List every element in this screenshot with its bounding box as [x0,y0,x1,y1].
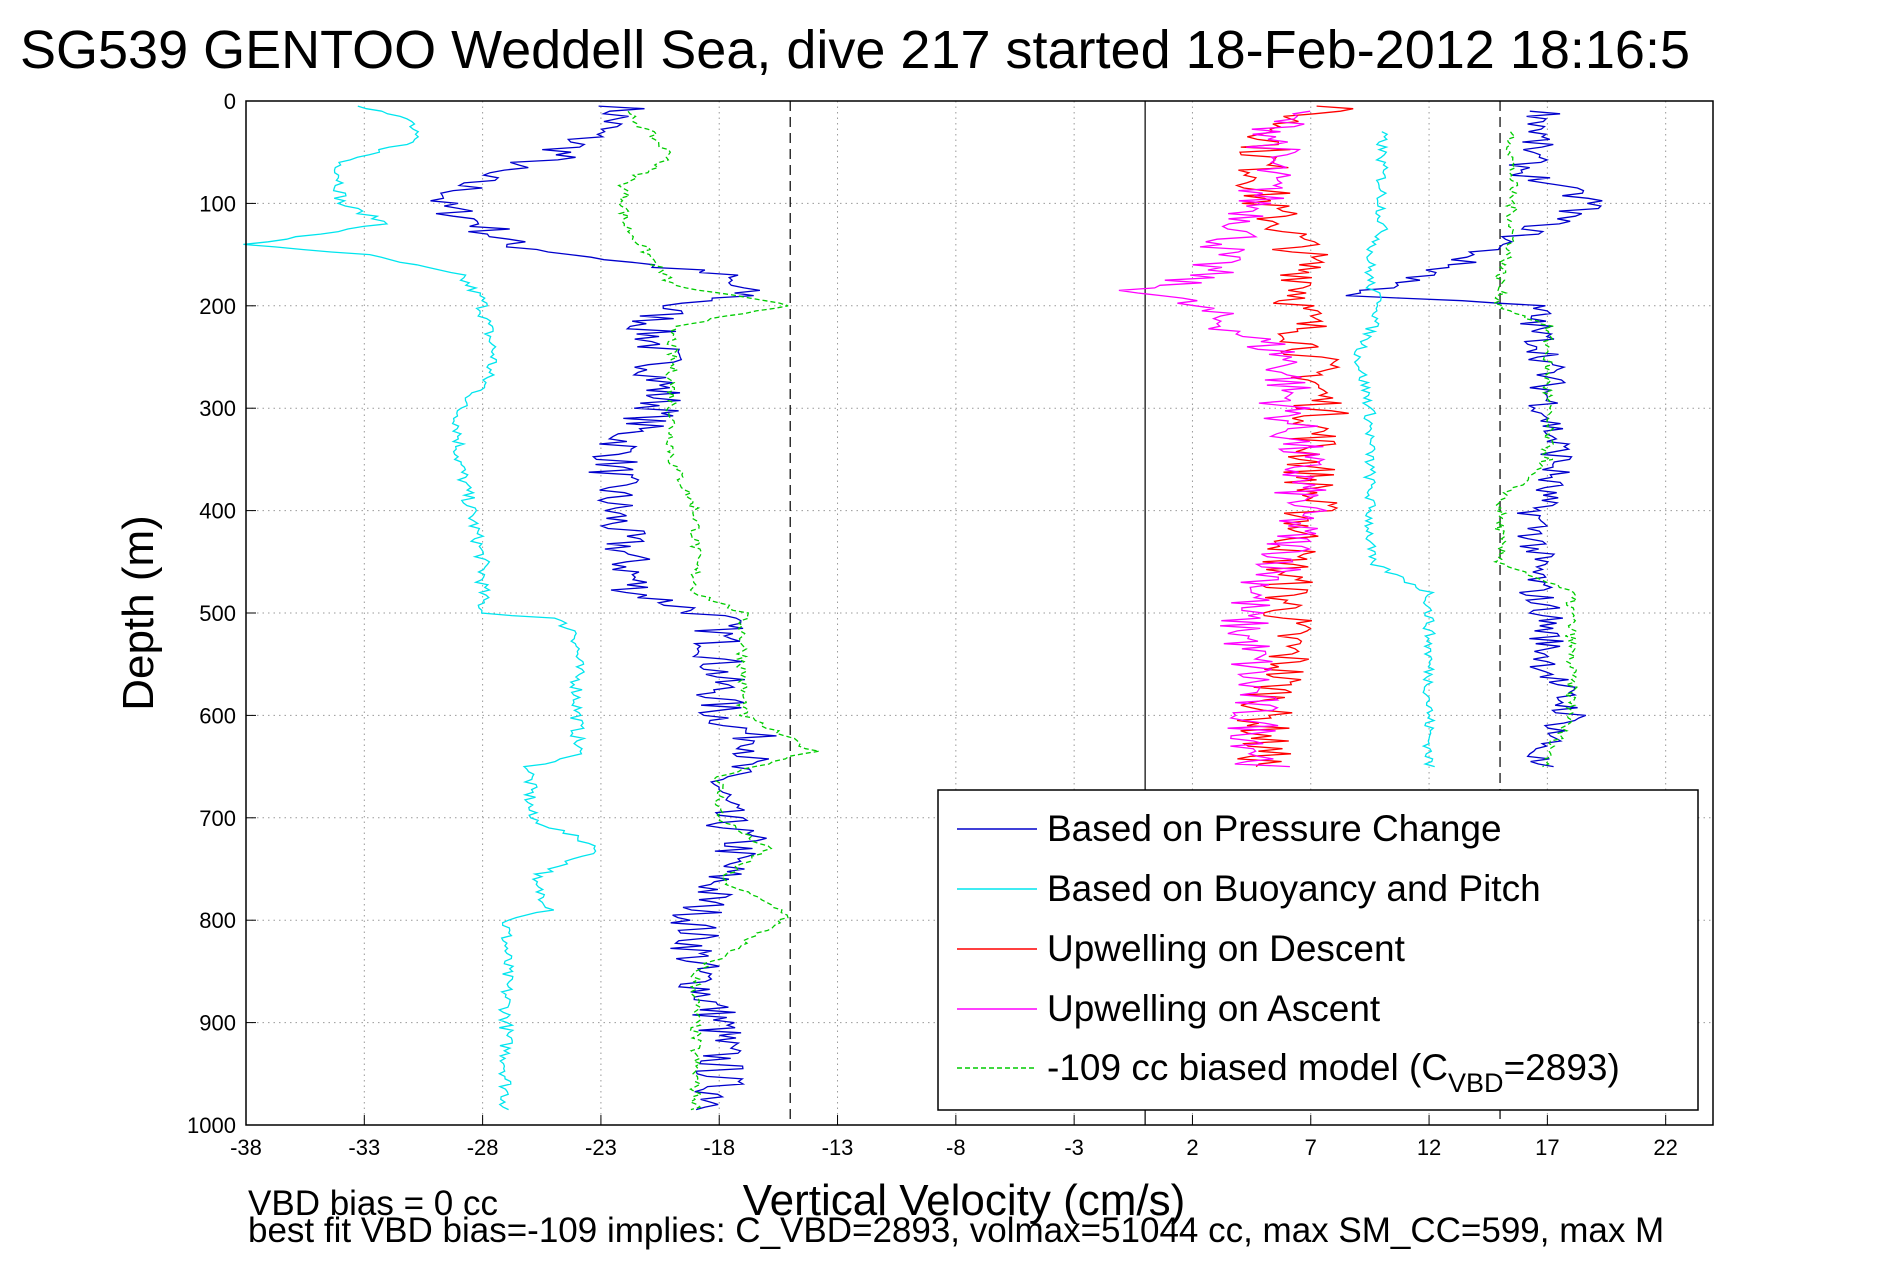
x-tick-label: -23 [585,1135,617,1160]
x-tick-label: 2 [1186,1135,1198,1160]
legend-label: Upwelling on Descent [1047,928,1406,969]
y-tick-label: 1000 [187,1113,236,1138]
y-tick-label: 0 [224,89,236,114]
y-tick-label: 300 [199,396,236,421]
vbd-bias-note: VBD bias = 0 cc [248,1184,498,1223]
legend-label: -109 cc biased model (CVBD=2893) [1047,1047,1620,1098]
x-tick-label: 22 [1653,1135,1677,1160]
x-tick-label: -13 [822,1135,854,1160]
y-tick-label: 700 [199,806,236,831]
series-line [1492,131,1579,768]
y-axis-label: Depth (m) [114,515,163,711]
series-line [243,105,597,1111]
series-line [617,110,820,1111]
x-tick-label: -18 [703,1135,735,1160]
series-line [1353,131,1437,768]
x-tick-label: -8 [946,1135,966,1160]
y-tick-label: 800 [199,908,236,933]
legend-label: Based on Pressure Change [1047,808,1502,849]
x-axis-label: Vertical Velocity (cm/s) [743,1176,1186,1225]
best-fit-note: best fit VBD bias=-109 implies: C_VBD=28… [248,1211,1664,1250]
series-line [1118,110,1327,768]
x-tick-label: -3 [1064,1135,1084,1160]
axis-ticks: -38 -33 -28 -23 -18 -13 -8 -3 2 7 12 17 22 0 100 200 300… [187,89,1678,1160]
series-line [1345,110,1603,768]
y-tick-label: 200 [199,294,236,319]
legend-box [937,789,1699,1111]
series-line [430,105,777,1111]
y-tick-label: 600 [199,703,236,728]
x-tick-label: -38 [230,1135,262,1160]
legend-label: Based on Buoyancy and Pitch [1047,868,1541,909]
legend: Based on Pressure Change Based on Buoyanc… [937,789,1699,1111]
y-tick-label: 400 [199,499,236,524]
x-tick-label: -33 [348,1135,380,1160]
legend-label: Upwelling on Ascent [1047,988,1381,1029]
y-tick-label: 500 [199,601,236,626]
x-tick-label: 17 [1535,1135,1559,1160]
y-tick-label: 900 [199,1011,236,1036]
x-tick-label: -28 [467,1135,499,1160]
x-tick-label: 7 [1305,1135,1317,1160]
y-tick-label: 100 [199,191,236,216]
series-group [243,105,1603,1111]
x-tick-label: 12 [1417,1135,1441,1160]
legend-entries: Based on Pressure Change Based on Buoyanc… [957,808,1620,1098]
series-line [1234,105,1354,768]
chart-title: SG539 GENTOO Weddell Sea, dive 217 start… [20,20,1690,80]
